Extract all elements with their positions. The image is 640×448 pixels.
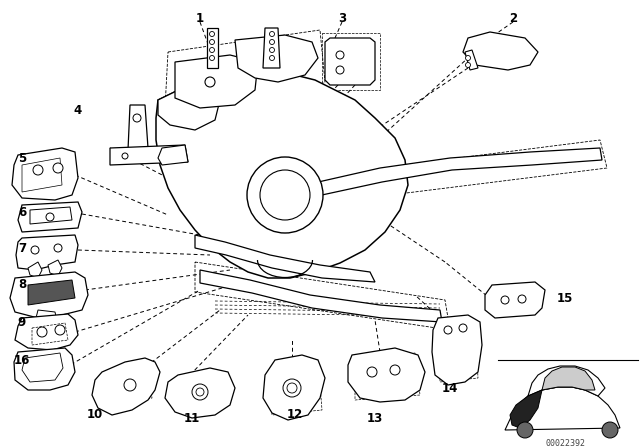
Polygon shape: [207, 28, 218, 68]
Polygon shape: [528, 366, 605, 396]
Circle shape: [269, 31, 275, 36]
Text: 2: 2: [509, 12, 517, 25]
Polygon shape: [30, 207, 72, 224]
Polygon shape: [35, 310, 58, 328]
Polygon shape: [200, 270, 442, 322]
Text: 4: 4: [74, 103, 82, 116]
Circle shape: [247, 157, 323, 233]
Circle shape: [209, 31, 214, 36]
Text: 13: 13: [367, 412, 383, 425]
Text: 00022392: 00022392: [545, 439, 585, 448]
Circle shape: [260, 170, 310, 220]
Polygon shape: [18, 202, 82, 232]
Circle shape: [444, 326, 452, 334]
Polygon shape: [92, 358, 160, 415]
Circle shape: [122, 153, 128, 159]
Circle shape: [55, 325, 65, 335]
Polygon shape: [28, 280, 75, 305]
Circle shape: [336, 66, 344, 74]
Circle shape: [192, 384, 208, 400]
Polygon shape: [156, 72, 408, 278]
Circle shape: [33, 165, 43, 175]
Polygon shape: [12, 148, 78, 200]
Text: 6: 6: [18, 206, 26, 219]
Polygon shape: [48, 260, 62, 276]
Polygon shape: [485, 282, 545, 318]
Polygon shape: [235, 35, 318, 82]
Circle shape: [269, 39, 275, 44]
Circle shape: [517, 422, 533, 438]
Circle shape: [133, 114, 141, 122]
Circle shape: [459, 324, 467, 332]
Circle shape: [269, 47, 275, 52]
Polygon shape: [14, 348, 75, 390]
Circle shape: [390, 365, 400, 375]
Polygon shape: [165, 368, 235, 418]
Text: 1: 1: [196, 12, 204, 25]
Polygon shape: [263, 355, 325, 420]
Text: 11: 11: [184, 412, 200, 425]
Circle shape: [209, 47, 214, 52]
Polygon shape: [10, 272, 88, 318]
Text: 9: 9: [18, 315, 26, 328]
Polygon shape: [195, 235, 375, 282]
Polygon shape: [348, 348, 425, 402]
Polygon shape: [263, 28, 280, 68]
Circle shape: [501, 296, 509, 304]
Polygon shape: [16, 235, 78, 270]
Polygon shape: [28, 262, 42, 278]
Circle shape: [367, 367, 377, 377]
Circle shape: [31, 246, 39, 254]
Circle shape: [37, 327, 47, 337]
Polygon shape: [510, 390, 542, 428]
Circle shape: [465, 56, 470, 60]
Circle shape: [54, 244, 62, 252]
Circle shape: [209, 39, 214, 44]
Polygon shape: [15, 314, 78, 350]
Text: 16: 16: [14, 353, 30, 366]
Circle shape: [336, 51, 344, 59]
Polygon shape: [465, 50, 478, 70]
Circle shape: [53, 163, 63, 173]
Text: 12: 12: [287, 409, 303, 422]
Polygon shape: [305, 148, 602, 198]
Polygon shape: [542, 367, 595, 390]
Text: 15: 15: [557, 292, 573, 305]
Text: 14: 14: [442, 382, 458, 395]
Text: 5: 5: [18, 151, 26, 164]
Polygon shape: [432, 315, 482, 385]
Polygon shape: [505, 387, 620, 430]
Polygon shape: [158, 82, 220, 130]
Polygon shape: [325, 38, 375, 85]
Polygon shape: [110, 145, 188, 165]
Polygon shape: [463, 32, 538, 70]
Polygon shape: [175, 55, 258, 108]
Polygon shape: [158, 145, 188, 165]
Circle shape: [205, 77, 215, 87]
Circle shape: [269, 56, 275, 60]
Circle shape: [196, 388, 204, 396]
Circle shape: [287, 383, 297, 393]
Circle shape: [518, 295, 526, 303]
Text: 10: 10: [87, 409, 103, 422]
Text: 8: 8: [18, 277, 26, 290]
Circle shape: [209, 56, 214, 60]
Polygon shape: [128, 105, 148, 150]
Circle shape: [46, 213, 54, 221]
Circle shape: [465, 63, 470, 68]
Circle shape: [283, 379, 301, 397]
Text: 3: 3: [338, 12, 346, 25]
Text: 7: 7: [18, 241, 26, 254]
Circle shape: [124, 379, 136, 391]
Circle shape: [602, 422, 618, 438]
